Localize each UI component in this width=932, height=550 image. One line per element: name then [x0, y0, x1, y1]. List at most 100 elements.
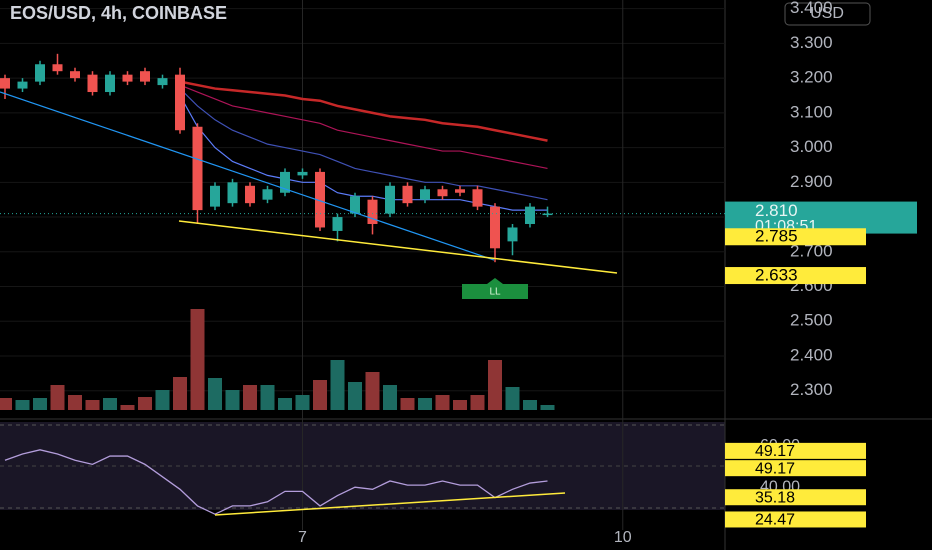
y-tick-label: 2.900 [790, 172, 833, 191]
x-tick-label: 10 [614, 529, 632, 546]
volume-bar [383, 385, 397, 410]
volume-bar [278, 398, 292, 410]
volume-bar [418, 398, 432, 410]
volume-bar [295, 395, 310, 410]
y-tick-label: 2.400 [790, 345, 833, 364]
candle-body [332, 217, 343, 231]
candle-body [35, 64, 45, 82]
candle-body [402, 185, 413, 204]
currency[interactable]: USD [810, 5, 844, 22]
volume-bar [348, 382, 362, 410]
volume-bar [435, 395, 450, 410]
price-tag-label: 2.810 [755, 201, 798, 220]
candle-body [315, 171, 325, 228]
currency-box[interactable] [784, 2, 871, 26]
ma-line [179, 95, 548, 211]
rsi-tag [725, 511, 866, 528]
candle-body [17, 81, 28, 89]
candle-body [297, 171, 308, 176]
y-tick-label: 2.300 [790, 380, 833, 399]
volume-bar [330, 360, 345, 410]
price-tag-label: 2.633 [755, 266, 798, 285]
candle-body [262, 189, 273, 200]
volume-bar [523, 400, 537, 410]
ll-label: LL [489, 287, 501, 298]
candle-body [385, 185, 395, 214]
candle-body [52, 64, 63, 72]
price-tag-label: 2.785 [755, 227, 798, 246]
volume-bar [313, 380, 327, 410]
ma-line [179, 80, 548, 142]
price-tag [725, 267, 866, 285]
candle-body [280, 171, 290, 193]
y-tick-label: 2.500 [790, 311, 833, 330]
candle-body [87, 74, 98, 93]
ma-line [179, 88, 548, 201]
ll-badge [462, 278, 528, 299]
volume-bar [260, 385, 275, 410]
support-line [178, 220, 618, 274]
candle-body [420, 189, 430, 200]
candle-body [472, 189, 483, 207]
candle-body [175, 74, 185, 131]
rsi-tag-label: 24.47 [755, 512, 795, 529]
volume-bar [50, 385, 65, 410]
volume-bar [365, 372, 380, 410]
volume-bar [85, 400, 100, 410]
volume-bar [225, 390, 240, 410]
volume-bar [138, 397, 152, 410]
chart-title: EOS/USD, 4h, COINBASE [10, 3, 227, 23]
volume-bar [243, 385, 257, 410]
volume-bar [190, 309, 205, 410]
candle-body [210, 185, 220, 207]
candle-body [490, 206, 500, 249]
candle-body [0, 78, 10, 89]
candle-body [227, 182, 238, 204]
volume-bar [505, 387, 520, 410]
candle-body [245, 185, 255, 204]
volume-bar [540, 405, 555, 410]
volume-bar [120, 405, 135, 410]
rsi-tag [725, 442, 866, 459]
trend-line [0, 91, 495, 261]
volume-bar [453, 400, 467, 410]
candle-body [367, 199, 378, 224]
price-tag [725, 201, 917, 234]
volume-bar [400, 398, 415, 410]
candle-body [140, 71, 150, 82]
volume-bar [488, 360, 502, 410]
candle-body [122, 74, 133, 82]
candle-body [507, 227, 518, 242]
volume-bar [33, 398, 47, 410]
candle-body [455, 189, 465, 193]
candle-body [525, 206, 535, 224]
y-tick-label: 3.200 [790, 68, 833, 87]
candle-body [350, 196, 360, 214]
candle-body [542, 213, 553, 216]
y-tick-label: 3.300 [790, 33, 833, 52]
candle-body [192, 126, 203, 211]
ma-line [179, 84, 548, 170]
y-tick-label: 3.400 [790, 0, 833, 17]
rsi-tag-label: 49.17 [755, 443, 795, 460]
rsi-line [4, 449, 548, 515]
volume-bar [0, 398, 12, 410]
y-tick-label: 2.700 [790, 241, 833, 260]
volume-bar [103, 398, 117, 410]
volume-bar [470, 395, 485, 410]
y-tick-label: 3.100 [790, 102, 833, 121]
y-tick-label: 3.000 [790, 137, 833, 156]
candle-body [105, 74, 115, 93]
x-tick-label: 7 [298, 529, 307, 546]
candle-body [437, 189, 448, 197]
rsi-trend-line [214, 492, 566, 516]
rsi-tag-label: 35.18 [755, 489, 795, 506]
price-tag [725, 228, 866, 246]
volume-bar [155, 390, 170, 410]
candle-body [70, 71, 80, 79]
rsi-tag [725, 460, 866, 477]
candle-body [157, 78, 168, 86]
volume-bar [15, 400, 30, 410]
rsi-tag-label: 49.17 [755, 460, 795, 477]
